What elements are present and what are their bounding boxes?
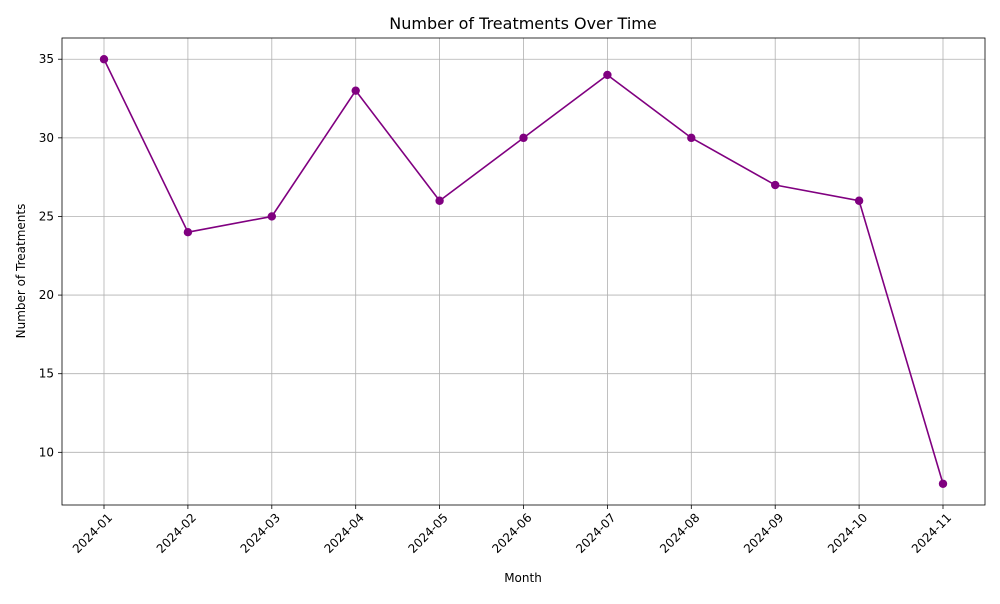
x-tick-label: 2024-04 xyxy=(322,511,367,556)
y-tick-label: 30 xyxy=(39,131,54,145)
grid xyxy=(62,38,985,505)
data-point xyxy=(771,180,780,190)
y-tick-label: 35 xyxy=(39,52,54,66)
x-axis-ticks: 2024-01 2024-02 2024-03 2024-04 2024-05 2024-… xyxy=(70,505,954,556)
y-tick-label: 10 xyxy=(39,445,54,459)
y-axis-ticks: 10 15 20 25 30 35 xyxy=(39,52,62,459)
x-tick-label: 2024-07 xyxy=(573,511,618,556)
data-point xyxy=(351,86,360,95)
data-point xyxy=(267,212,276,221)
x-axis-label: Month xyxy=(504,571,542,585)
data-point xyxy=(603,70,612,80)
x-tick-label: 2024-11 xyxy=(909,511,954,556)
y-axis-label: Number of Treatments xyxy=(14,204,28,339)
chart-title: Number of Treatments Over Time xyxy=(389,14,656,33)
x-tick-label: 2024-08 xyxy=(657,511,702,556)
y-tick-label: 15 xyxy=(39,367,54,381)
x-tick-label: 2024-03 xyxy=(238,511,283,556)
data-point xyxy=(687,133,696,143)
data-point xyxy=(854,196,864,205)
x-tick-label: 2024-10 xyxy=(825,511,870,556)
data-point xyxy=(938,479,948,488)
data-point xyxy=(99,55,109,64)
series xyxy=(99,55,948,488)
x-tick-label: 2024-09 xyxy=(741,511,786,556)
y-tick-label: 20 xyxy=(39,288,54,302)
data-point xyxy=(519,133,528,143)
y-tick-label: 25 xyxy=(39,209,54,223)
data-point xyxy=(183,227,193,237)
data-point xyxy=(435,196,444,205)
x-tick-label: 2024-05 xyxy=(405,511,450,556)
x-tick-label: 2024-01 xyxy=(70,511,115,556)
x-tick-label: 2024-02 xyxy=(154,511,199,556)
x-tick-label: 2024-06 xyxy=(489,511,534,556)
